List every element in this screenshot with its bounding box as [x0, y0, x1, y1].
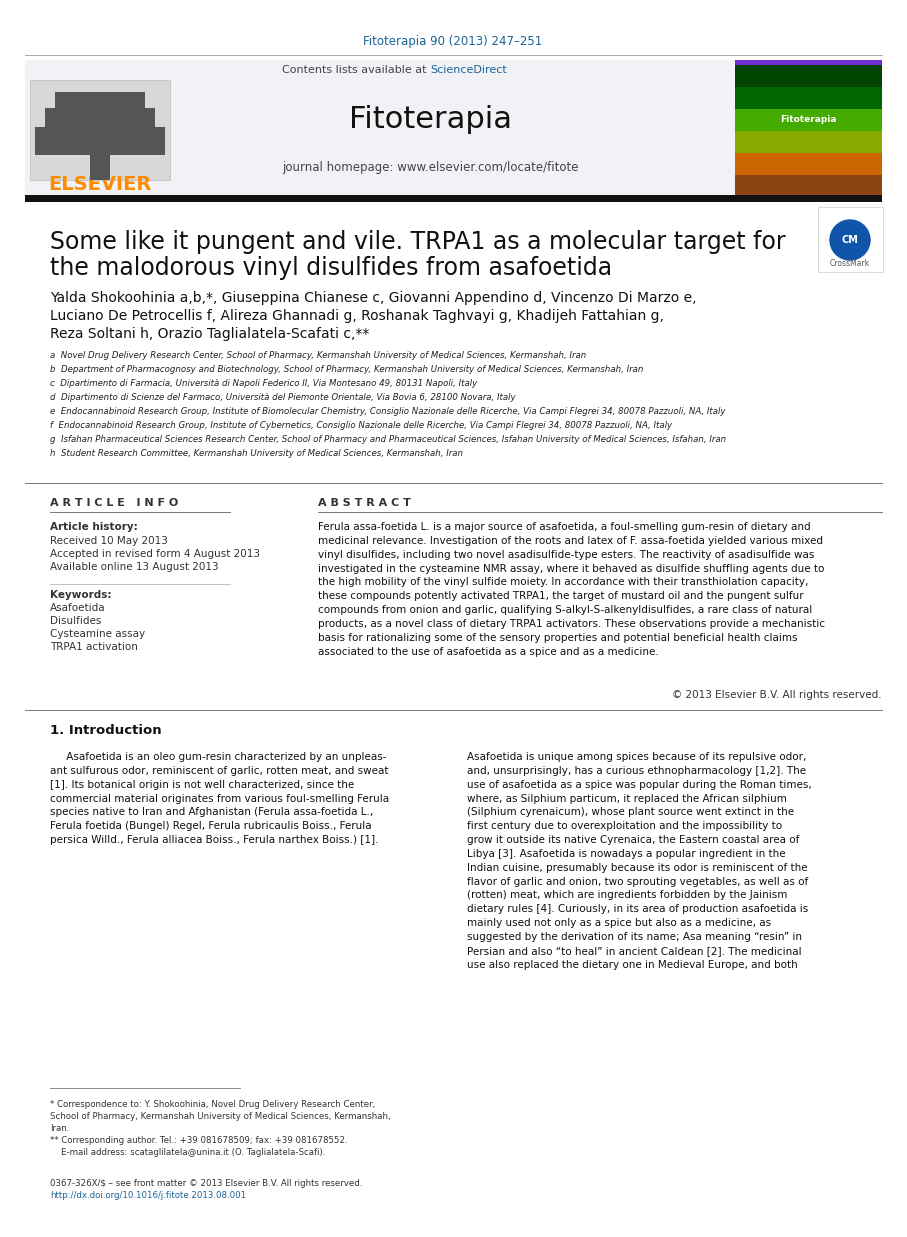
Bar [735, 143, 882, 169]
Text: Asafoetida: Asafoetida [50, 602, 105, 614]
Text: * Correspondence to: Y. Shokoohinia, Novel Drug Delivery Research Center,
School: * Correspondence to: Y. Shokoohinia, Nov… [50, 1100, 391, 1133]
Bar [735, 87, 882, 109]
Text: Received 10 May 2013: Received 10 May 2013 [50, 536, 168, 546]
Bar [25, 195, 882, 202]
Bar [735, 153, 882, 174]
Text: 1. Introduction: 1. Introduction [50, 724, 161, 736]
Text: TRPA1 activation: TRPA1 activation [50, 642, 138, 652]
Text: http://dx.doi.org/10.1016/j.fitote.2013.08.001: http://dx.doi.org/10.1016/j.fitote.2013.… [50, 1191, 246, 1200]
Bar [735, 131, 882, 153]
Bar [818, 207, 883, 272]
Text: Fitoterapia 90 (2013) 247–251: Fitoterapia 90 (2013) 247–251 [364, 36, 542, 48]
Text: e  Endocannabinoid Research Group, Institute of Biomolecular Chemistry, Consigli: e Endocannabinoid Research Group, Instit… [50, 407, 726, 417]
Text: ** Corresponding author. Tel.: +39 081678509; fax: +39 081678552.
    E-mail add: ** Corresponding author. Tel.: +39 08167… [50, 1136, 347, 1157]
Text: h  Student Research Committee, Kermanshah University of Medical Sciences, Kerman: h Student Research Committee, Kermanshah… [50, 449, 463, 459]
Text: d  Dipartimento di Scienze del Farmaco, Università del Piemonte Orientale, Via B: d Dipartimento di Scienze del Farmaco, U… [50, 393, 515, 402]
Text: Fitoterapia: Fitoterapia [780, 115, 836, 125]
Text: journal homepage: www.elsevier.com/locate/fitote: journal homepage: www.elsevier.com/locat… [282, 162, 579, 174]
Bar [45, 108, 155, 130]
Bar [30, 80, 170, 181]
Text: Asafoetida is unique among spices because of its repulsive odor,
and, unsurprisi: Asafoetida is unique among spices becaus… [467, 752, 812, 970]
Bar [735, 66, 882, 87]
Text: b  Department of Pharmacognosy and Biotechnology, School of Pharmacy, Kermanshah: b Department of Pharmacognosy and Biotec… [50, 365, 643, 375]
Text: Luciano De Petrocellis f, Alireza Ghannadi g, Roshanak Taghvayi g, Khadijeh Fatt: Luciano De Petrocellis f, Alireza Ghanna… [50, 309, 664, 323]
Bar [55, 92, 145, 110]
Bar [735, 61, 882, 197]
Text: Disulfides: Disulfides [50, 616, 102, 626]
Text: the malodorous vinyl disulfides from asafoetida: the malodorous vinyl disulfides from asa… [50, 256, 612, 280]
Text: a  Novel Drug Delivery Research Center, School of Pharmacy, Kermanshah Universit: a Novel Drug Delivery Research Center, S… [50, 351, 586, 360]
Text: Ferula assa-foetida L. is a major source of asafoetida, a foul-smelling gum-resi: Ferula assa-foetida L. is a major source… [318, 522, 825, 657]
Text: 0367-326X/$ – see front matter © 2013 Elsevier B.V. All rights reserved.: 0367-326X/$ – see front matter © 2013 El… [50, 1179, 363, 1188]
Text: A R T I C L E   I N F O: A R T I C L E I N F O [50, 499, 179, 508]
Text: Reza Soltani h, Orazio Taglialatela-Scafati c,**: Reza Soltani h, Orazio Taglialatela-Scaf… [50, 327, 369, 341]
Text: Keywords:: Keywords: [50, 590, 112, 600]
Text: CrossMark: CrossMark [830, 259, 870, 267]
Bar [35, 127, 165, 155]
Text: © 2013 Elsevier B.V. All rights reserved.: © 2013 Elsevier B.V. All rights reserved… [672, 690, 882, 700]
Bar [735, 116, 882, 143]
Text: CM: CM [842, 235, 858, 245]
Bar [735, 174, 882, 197]
Text: Some like it pungent and vile. TRPA1 as a molecular target for: Some like it pungent and vile. TRPA1 as … [50, 230, 785, 254]
Bar [90, 150, 110, 181]
Bar [735, 169, 882, 197]
Text: Accepted in revised form 4 August 2013: Accepted in revised form 4 August 2013 [50, 549, 260, 559]
Text: Article history:: Article history: [50, 522, 138, 532]
Circle shape [830, 220, 870, 260]
Bar [735, 89, 882, 116]
Text: A B S T R A C T: A B S T R A C T [318, 499, 411, 508]
Text: Contents lists available at: Contents lists available at [282, 66, 430, 75]
Text: ScienceDirect: ScienceDirect [430, 66, 507, 75]
Bar [735, 109, 882, 131]
Text: g  Isfahan Pharmaceutical Sciences Research Center, School of Pharmacy and Pharm: g Isfahan Pharmaceutical Sciences Resear… [50, 435, 727, 444]
Text: Fitoterapia: Fitoterapia [348, 105, 512, 135]
Bar [25, 61, 882, 197]
Text: Cysteamine assay: Cysteamine assay [50, 628, 145, 640]
Text: c  Dipartimento di Farmacia, Università di Napoli Federico II, Via Montesano 49,: c Dipartimento di Farmacia, Università d… [50, 380, 477, 388]
Text: Available online 13 August 2013: Available online 13 August 2013 [50, 562, 219, 571]
Text: ELSEVIER: ELSEVIER [48, 176, 151, 194]
Text: Asafoetida is an oleo gum-resin characterized by an unpleas-
ant sulfurous odor,: Asafoetida is an oleo gum-resin characte… [50, 752, 389, 845]
Bar [735, 61, 882, 89]
Text: f  Endocannabinoid Research Group, Institute of Cybernetics, Consiglio Nazionale: f Endocannabinoid Research Group, Instit… [50, 422, 672, 430]
Text: Yalda Shokoohinia a,b,*, Giuseppina Chianese c, Giovanni Appendino d, Vincenzo D: Yalda Shokoohinia a,b,*, Giuseppina Chia… [50, 291, 697, 306]
